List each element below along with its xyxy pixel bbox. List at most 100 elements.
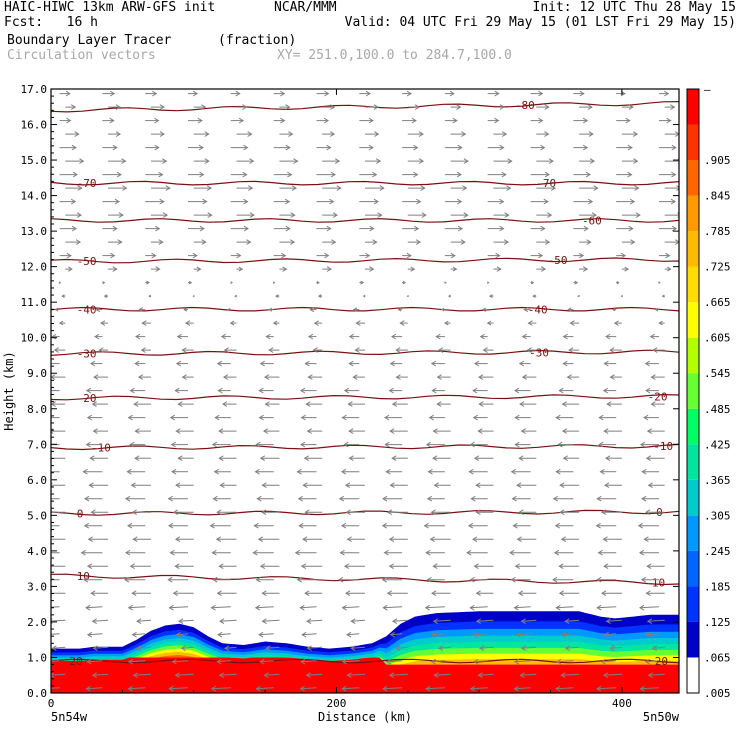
wind-vector-head <box>84 495 90 502</box>
wind-vector-head <box>473 455 480 462</box>
wind-vector-head <box>330 171 336 178</box>
wind-vector-head <box>596 576 602 583</box>
wind-vector-head <box>178 618 184 625</box>
wind-vector-head <box>420 185 426 191</box>
wind-vector-head <box>582 117 589 124</box>
wind-vector-head <box>299 387 306 394</box>
wind-vector-head <box>223 347 229 353</box>
xy-range: XY= 251.0,100.0 to 284.7,100.0 <box>277 48 512 63</box>
wind-vector <box>383 606 403 609</box>
wind-vector-head <box>344 482 351 489</box>
wind-vector-head <box>94 333 100 340</box>
wind-vector <box>395 646 408 649</box>
wind-vector-head <box>544 131 550 137</box>
wind-vector-head <box>389 360 395 367</box>
wind-vector-head <box>518 360 525 367</box>
wind-vector-head <box>538 90 544 97</box>
wind-vector-head <box>151 252 157 259</box>
wind-vector <box>219 619 237 622</box>
wind-vector <box>433 619 451 622</box>
wind-vector-head <box>666 117 672 124</box>
wind-vector-head <box>645 455 652 462</box>
y-tick-label: 14.0 <box>21 190 48 203</box>
wind-vector-head <box>305 401 311 407</box>
wind-vector-head <box>282 266 288 272</box>
wind-vector-head <box>242 104 248 110</box>
contour-label: -30 <box>529 346 549 359</box>
wind-vector-head <box>643 536 649 543</box>
wind-vector <box>514 606 531 609</box>
wind-vector-head <box>242 171 248 178</box>
wind-vector-head <box>568 347 574 353</box>
wind-vector-head <box>341 604 347 611</box>
wind-vector <box>425 606 445 609</box>
colorbar-label: .185 <box>704 580 731 593</box>
wind-vector-head <box>307 374 313 380</box>
wind-vector-head <box>604 482 610 489</box>
wind-vector <box>514 660 531 663</box>
wind-vector-head <box>298 522 304 529</box>
wind-vector-head <box>620 294 623 298</box>
wind-vector-head <box>127 658 134 665</box>
tracer-surface-layer <box>51 657 679 693</box>
wind-vector-head <box>58 320 64 326</box>
wind-vector <box>521 646 537 649</box>
wind-vector-head <box>388 536 395 543</box>
contour-label: 10 <box>77 570 90 583</box>
wind-vector-head <box>202 198 208 205</box>
wind-vector-head <box>207 212 213 218</box>
wind-vector <box>472 633 488 636</box>
wind-vector-head <box>388 672 395 679</box>
wind-vector-head <box>481 307 487 312</box>
wind-vector-head <box>635 212 641 218</box>
x-axis-label: Distance (km) <box>318 710 412 724</box>
wind-vector-head <box>628 225 634 232</box>
wind-vector-head <box>79 158 85 164</box>
wind-vector-head <box>514 563 520 570</box>
wind-vector <box>597 687 617 690</box>
wind-vector <box>136 646 151 649</box>
vector-label: Circulation vectors <box>7 48 156 63</box>
wind-vector-head <box>561 401 567 407</box>
wind-vector-head <box>499 225 505 232</box>
wind-vector-head <box>587 198 594 205</box>
wind-vector <box>307 646 323 649</box>
wind-vector-head <box>100 320 106 326</box>
wind-vector-head <box>415 239 422 245</box>
wind-vector-head <box>377 212 383 218</box>
wind-vector-head <box>426 495 433 502</box>
wind-vector-head <box>90 590 96 597</box>
wind-vector-head <box>555 414 561 421</box>
init-time: Init: 12 UTC Thu 28 May 15 <box>532 0 737 15</box>
colorbar-label: .725 <box>704 261 731 274</box>
wind-vector-head <box>611 307 616 312</box>
wind-vector-head <box>475 482 481 489</box>
wind-vector-head <box>307 333 314 340</box>
wind-vector-head <box>627 171 633 178</box>
plot-frame <box>50 88 680 694</box>
wind-vector <box>51 687 60 689</box>
wind-vector <box>603 673 622 676</box>
wind-vector-head <box>413 144 419 151</box>
wind-vector-head <box>540 144 546 151</box>
wind-vector-head <box>613 320 619 326</box>
wind-vector-head <box>148 294 152 298</box>
wind-vector-head <box>600 509 607 516</box>
colorbar-label: .905 <box>704 154 731 167</box>
wind-vector-head <box>70 104 77 110</box>
wind-vector-head <box>425 685 431 692</box>
wind-vector <box>351 619 366 622</box>
wind-vector-head <box>184 320 191 326</box>
wind-vector-head <box>159 104 165 110</box>
wind-vector-head <box>641 468 647 475</box>
wind-vector-head <box>234 294 237 298</box>
colorbar-label: .365 <box>704 474 731 487</box>
wind-vector-head <box>348 360 354 367</box>
wind-vector <box>473 660 488 663</box>
wind-vector-head <box>45 537 49 542</box>
wind-vector-head <box>154 117 160 124</box>
wind-vector-head <box>406 90 412 97</box>
wind-vector-head <box>93 374 99 380</box>
wind-vector-head <box>472 536 478 543</box>
wind-vector-head <box>211 441 218 448</box>
